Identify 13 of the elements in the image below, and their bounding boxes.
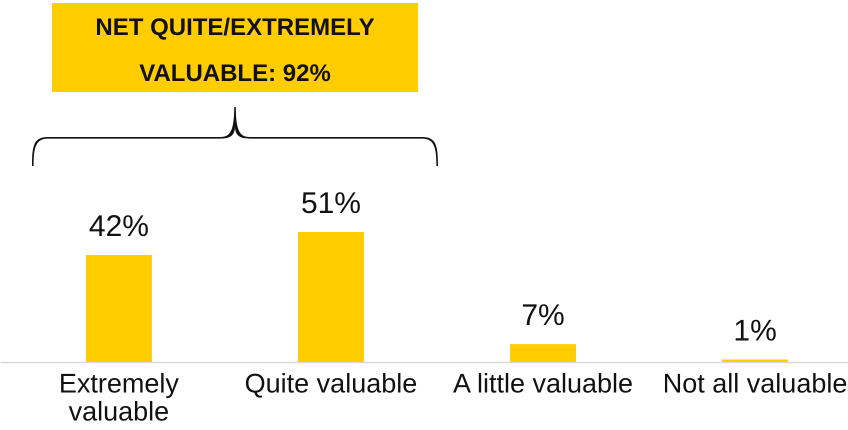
text: NET QUITE/EXTREMELY VALUABLE: 92%	[95, 14, 375, 87]
data-label: 7%	[521, 299, 565, 332]
x-tick-label: Quite valuable	[244, 368, 418, 398]
bar	[86, 254, 152, 362]
data-label: 1%	[733, 314, 777, 348]
data-label: 42%	[88, 210, 149, 243]
x-tick-label: A little valuable	[452, 368, 634, 398]
bar	[722, 359, 788, 362]
bar	[510, 344, 576, 362]
bar	[298, 232, 364, 362]
data-label: 51%	[300, 187, 361, 220]
x-tick-label: Extremely valuable	[58, 368, 180, 426]
x-tick-label: Not all valuable	[662, 368, 848, 398]
